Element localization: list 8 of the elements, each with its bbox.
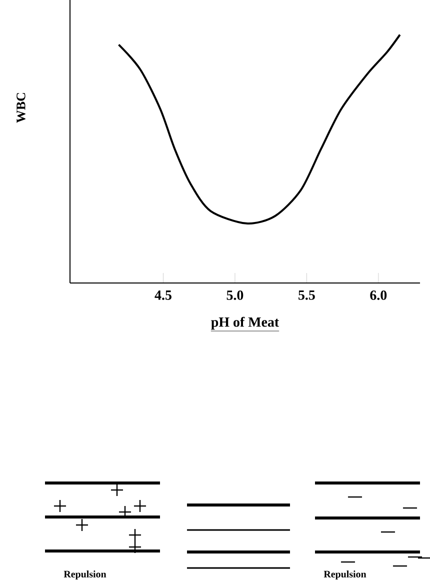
x-tick-label: 4.5	[154, 290, 172, 300]
x-tick-label: 6.0	[370, 290, 387, 300]
x-tick-label: 5.0	[226, 290, 244, 300]
x-tick-label: 5.5	[298, 290, 315, 300]
text: Repulsion	[324, 570, 366, 580]
text: Repulsion	[64, 570, 106, 580]
y-axis-title: WBC	[16, 93, 26, 123]
x-axis-title: pH of Meat	[211, 316, 280, 330]
